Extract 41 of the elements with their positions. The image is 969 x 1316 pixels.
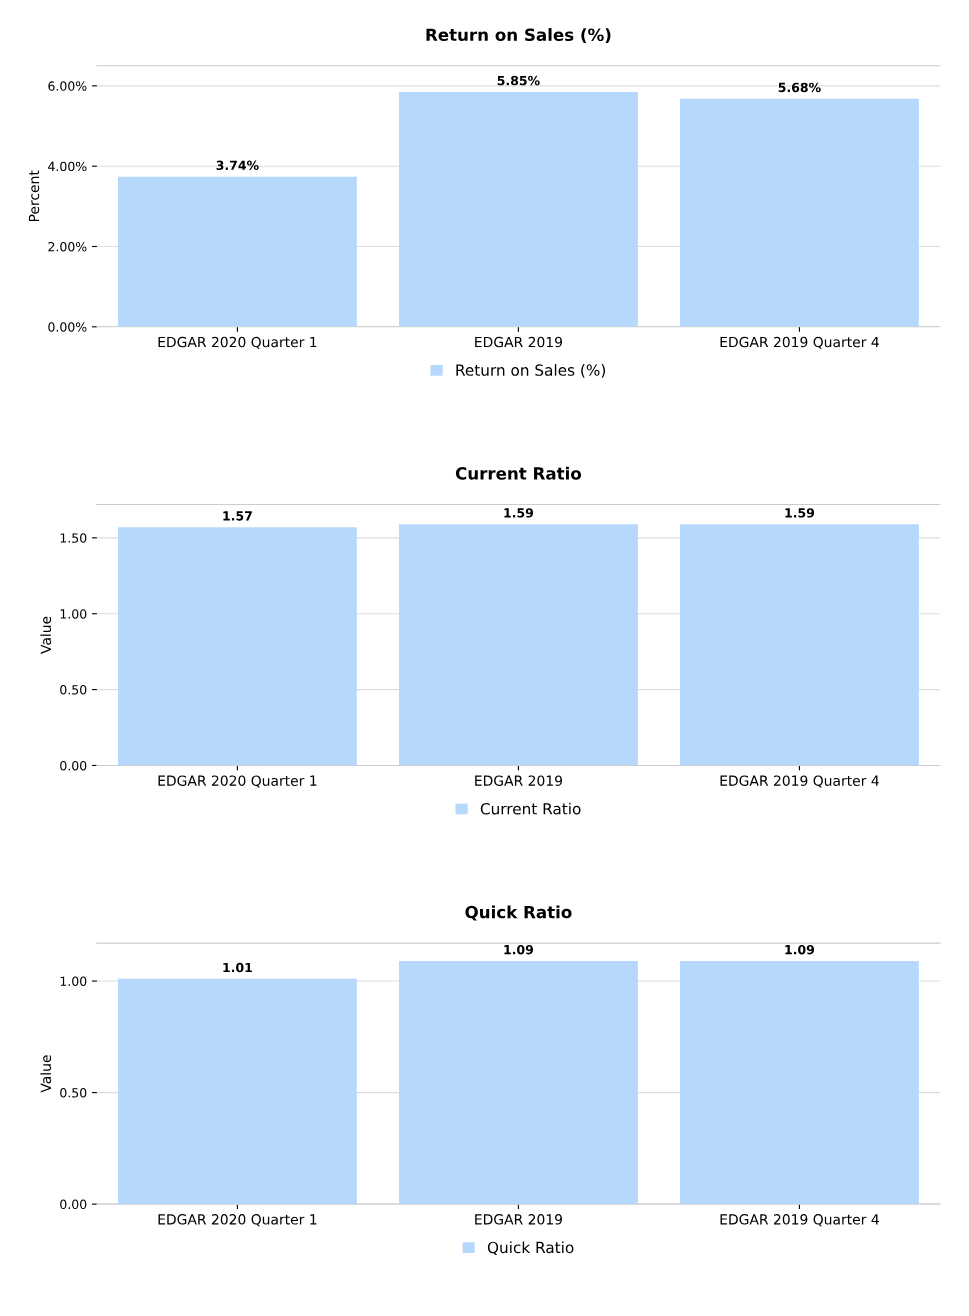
y-tick-label: 0.00: [60, 760, 87, 771]
y-tick-label: 1.00: [60, 976, 87, 986]
y-tick-label: 1.50: [60, 533, 87, 543]
y-tick-label: 0.50: [60, 685, 87, 695]
legend-label: Return on Sales (%): [456, 364, 606, 378]
data-label: 1.57: [223, 511, 252, 521]
x-tick-label: EDGAR 2019 Quarter 4: [720, 1214, 879, 1227]
y-axis-title: Value: [40, 1055, 52, 1093]
chart-title: Current Ratio: [455, 466, 582, 480]
y-axis-title: Percent: [28, 170, 40, 222]
x-tick-label: EDGAR 2019 Quarter 4: [720, 336, 879, 349]
y-tick-label: 0.50: [60, 1088, 87, 1098]
data-label: 1.59: [504, 508, 534, 518]
y-tick-label: 4.00%: [48, 161, 87, 172]
chart-title: Quick Ratio: [465, 905, 572, 921]
x-tick-label: EDGAR 2019 Quarter 4: [720, 775, 879, 788]
x-tick-label: EDGAR 2020 Quarter 1: [158, 336, 317, 349]
y-tick-label: 1.00: [60, 609, 87, 619]
chart-title: Return on Sales (%): [426, 28, 611, 43]
legend-label: Current Ratio: [480, 802, 581, 815]
data-label: 1.09: [785, 944, 815, 955]
x-tick-label: EDGAR 2020 Quarter 1: [158, 1214, 317, 1227]
text: 3.74%: [216, 160, 259, 171]
x-tick-label: EDGAR 2020 Quarter 1: [158, 775, 317, 788]
x-tick-label: EDGAR 2019: [475, 1214, 563, 1225]
y-tick-label: 0.00: [60, 1199, 87, 1210]
text: 5.85%: [497, 75, 540, 86]
bar: [398, 91, 638, 327]
data-label: 1.01: [223, 962, 252, 973]
x-tick-label: EDGAR 2019: [475, 336, 563, 348]
text: 5.68%: [778, 82, 821, 93]
data-label: 1.59: [785, 508, 815, 518]
bar: [117, 176, 357, 327]
y-tick-label: 2.00%: [48, 241, 87, 252]
legend-label: Quick Ratio: [487, 1241, 574, 1255]
y-axis-title: Value: [40, 616, 52, 654]
bar: [680, 98, 919, 327]
y-tick-label: 0.00%: [48, 322, 87, 332]
data-label: 1.09: [504, 944, 534, 955]
x-tick-label: EDGAR 2019: [475, 775, 563, 786]
y-tick-label: 6.00%: [48, 81, 87, 91]
